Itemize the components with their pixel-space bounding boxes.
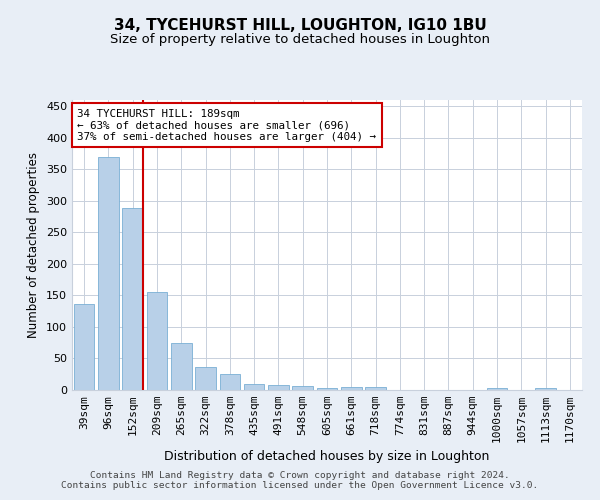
Bar (195, 366, 216, 390)
Text: 34, TYCEHURST HILL, LOUGHTON, IG10 1BU: 34, TYCEHURST HILL, LOUGHTON, IG10 1BU (113, 18, 487, 32)
Bar (98, 156, 119, 390)
Text: Size of property relative to detached houses in Loughton: Size of property relative to detached ho… (110, 32, 490, 46)
Bar (341, 388, 362, 390)
Text: Contains HM Land Registry data © Crown copyright and database right 2024.
Contai: Contains HM Land Registry data © Crown c… (61, 470, 539, 490)
Bar (268, 385, 289, 390)
X-axis label: Distribution of detached houses by size in Loughton: Distribution of detached houses by size … (164, 450, 490, 464)
Bar (292, 386, 313, 390)
Bar (535, 388, 556, 390)
Y-axis label: Number of detached properties: Number of detached properties (28, 152, 40, 338)
Bar (244, 384, 265, 390)
Bar (146, 292, 167, 390)
Bar (365, 388, 386, 390)
Bar (122, 208, 143, 390)
Bar (171, 344, 191, 390)
Text: 34 TYCEHURST HILL: 189sqm
← 63% of detached houses are smaller (696)
37% of semi: 34 TYCEHURST HILL: 189sqm ← 63% of detac… (77, 108, 376, 142)
Bar (317, 388, 337, 390)
Bar (487, 388, 508, 390)
Bar (74, 304, 94, 390)
Bar (220, 374, 240, 390)
